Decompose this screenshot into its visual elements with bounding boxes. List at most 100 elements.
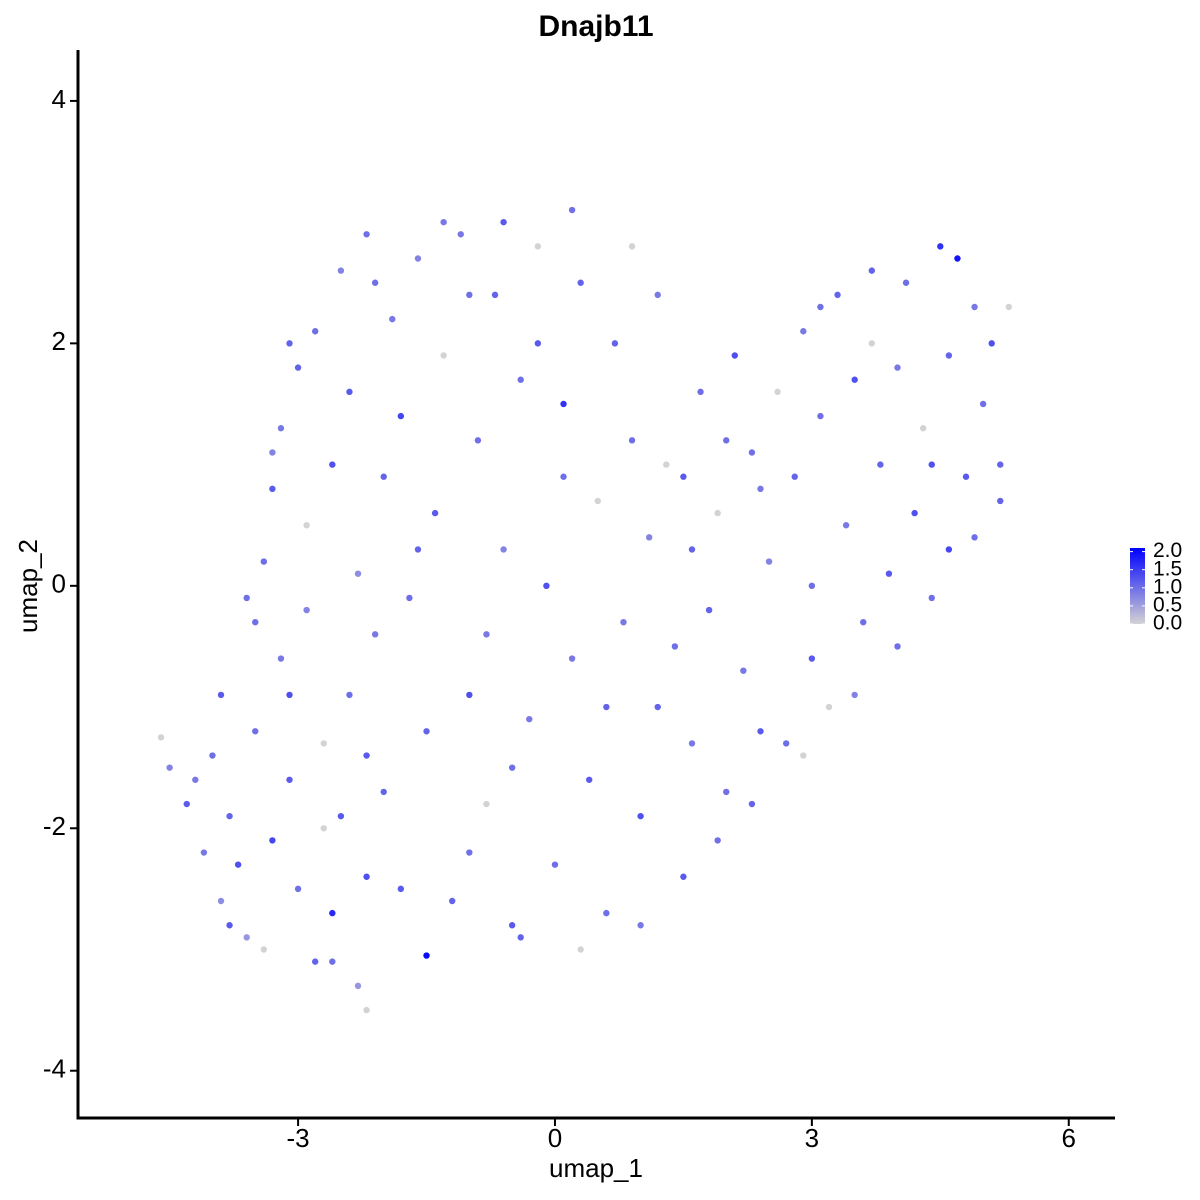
y-tick-label: 0 — [52, 569, 66, 599]
point — [311, 958, 319, 965]
point — [363, 1006, 370, 1014]
point — [817, 303, 824, 311]
point — [286, 691, 293, 699]
point — [851, 691, 858, 699]
point — [474, 437, 482, 444]
colorbar-tick-label: 0.5 — [1153, 593, 1182, 616]
point — [500, 546, 507, 553]
point — [449, 897, 456, 905]
point — [654, 291, 661, 299]
point — [860, 618, 867, 626]
point — [723, 788, 730, 796]
point — [800, 328, 807, 335]
x-tick-label: -3 — [287, 1123, 310, 1153]
point — [586, 776, 593, 783]
point — [294, 364, 302, 371]
point — [500, 218, 507, 226]
y-axis-label: umap_2 — [13, 539, 43, 633]
point — [431, 509, 439, 517]
point — [1005, 303, 1013, 311]
point — [782, 740, 790, 747]
point — [277, 425, 285, 432]
point — [611, 340, 619, 347]
point — [354, 982, 362, 990]
point — [902, 279, 910, 286]
point — [337, 812, 345, 820]
point — [543, 582, 550, 590]
point — [714, 509, 721, 517]
point — [568, 655, 576, 662]
point — [269, 449, 276, 456]
point — [594, 497, 601, 505]
y-tick-label: 2 — [52, 326, 66, 356]
point — [414, 546, 422, 553]
point — [363, 873, 370, 880]
point — [491, 291, 499, 299]
colorbar-tick-label: 0.0 — [1153, 612, 1182, 635]
colorbar-tick-label: 2.0 — [1153, 539, 1182, 562]
point — [397, 412, 405, 420]
point — [971, 303, 978, 311]
point — [371, 631, 379, 638]
point — [834, 291, 841, 299]
point — [971, 534, 978, 541]
point — [688, 740, 696, 747]
point — [303, 606, 310, 614]
point — [252, 618, 259, 626]
point — [346, 388, 353, 396]
point — [663, 461, 670, 468]
point — [997, 497, 1004, 505]
point — [680, 873, 687, 880]
point — [517, 934, 524, 941]
point — [294, 885, 302, 893]
point — [423, 728, 430, 735]
point — [757, 485, 764, 493]
point — [483, 800, 490, 808]
point — [680, 473, 687, 480]
point — [817, 412, 824, 420]
point — [671, 643, 679, 650]
point — [423, 952, 430, 959]
point — [234, 861, 242, 868]
point — [800, 752, 807, 759]
point — [534, 340, 542, 347]
point — [166, 764, 173, 771]
point — [217, 897, 225, 905]
point — [808, 655, 816, 662]
point — [894, 643, 901, 650]
point — [842, 522, 850, 529]
point — [697, 388, 704, 396]
point — [825, 703, 833, 711]
x-tick-label: 0 — [548, 1123, 562, 1153]
point — [363, 231, 370, 238]
point — [320, 740, 327, 747]
point — [688, 546, 696, 553]
point — [508, 922, 516, 929]
point — [740, 667, 747, 674]
y-tick-label: -2 — [43, 811, 66, 841]
point — [894, 364, 901, 371]
point — [329, 909, 336, 917]
point — [200, 849, 208, 856]
point — [286, 776, 293, 783]
point — [483, 631, 490, 638]
point — [979, 400, 987, 408]
point — [757, 728, 764, 735]
point — [311, 328, 319, 335]
point — [577, 946, 584, 953]
y-tick-label: -4 — [43, 1054, 66, 1084]
point — [380, 473, 387, 480]
point — [637, 812, 644, 820]
point — [243, 934, 250, 941]
point — [329, 958, 336, 965]
point — [808, 582, 816, 590]
point — [560, 400, 567, 408]
point — [320, 825, 327, 832]
point — [466, 291, 473, 299]
point — [997, 461, 1004, 468]
point — [988, 340, 995, 347]
point — [260, 558, 268, 565]
colorbar — [1130, 548, 1145, 624]
point — [714, 837, 721, 844]
x-axis-label: umap_1 — [549, 1153, 643, 1183]
